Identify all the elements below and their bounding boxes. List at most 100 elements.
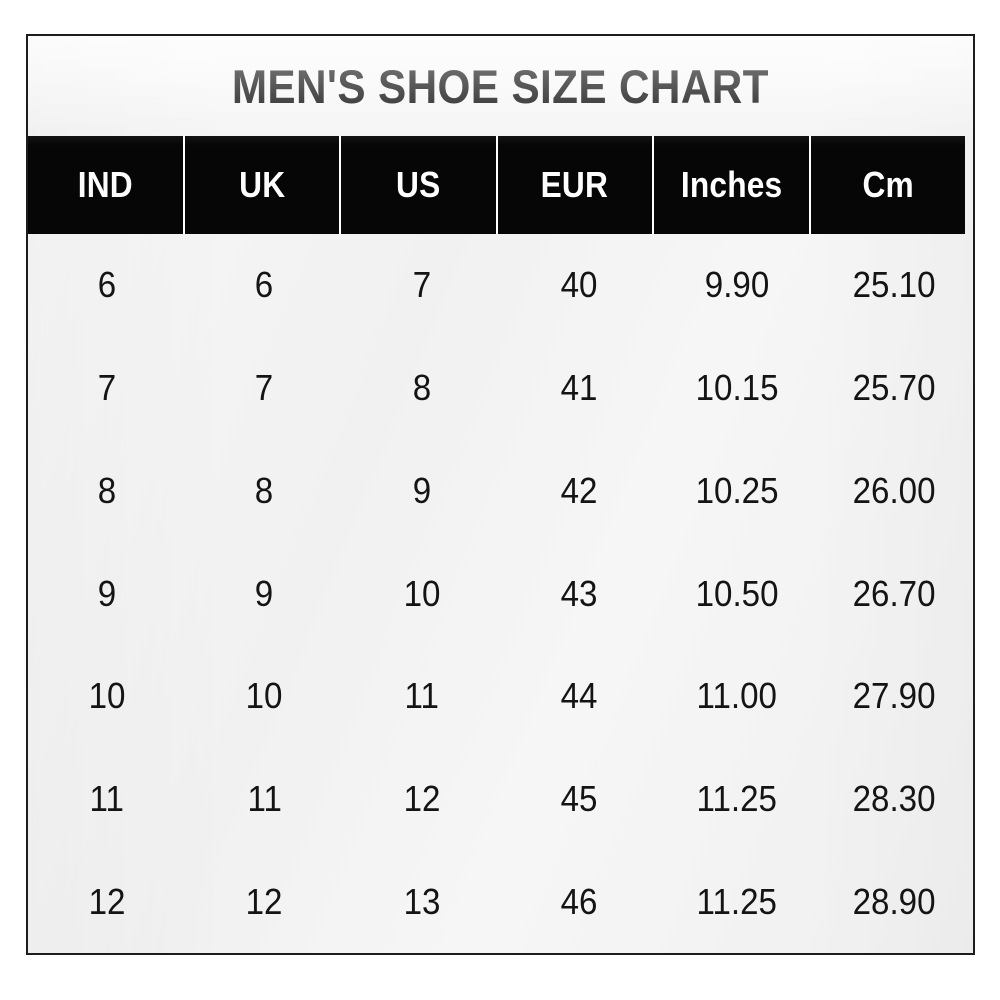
- cell-us: 7: [343, 267, 501, 303]
- cell-ind: 6: [28, 267, 186, 303]
- cell-value: 40: [560, 264, 598, 306]
- cell-value: 45: [560, 777, 598, 819]
- cell-cm: 27.90: [816, 678, 974, 714]
- table-row: 11 11 12 45 11.25 28.30: [28, 748, 973, 851]
- cell-uk: 11: [186, 777, 344, 819]
- cell-us: 9: [343, 469, 501, 511]
- cell-uk: 6: [186, 267, 344, 303]
- cell-value: 26.70: [852, 572, 936, 614]
- cell-value: 7: [97, 367, 116, 409]
- cell-value: 25.10: [852, 264, 936, 306]
- cell-ind: 10: [28, 678, 186, 714]
- cell-eur: 40: [501, 267, 659, 303]
- cell-cm: 26.00: [816, 469, 974, 511]
- cell-us: 8: [343, 370, 501, 406]
- cell-inches: 11.00: [658, 678, 816, 714]
- cell-value: 43: [560, 572, 598, 614]
- cell-value: 44: [560, 675, 598, 717]
- cell-value: 11.25: [696, 777, 777, 819]
- cell-eur: 41: [501, 370, 659, 406]
- cell-value: 9: [255, 572, 274, 614]
- cell-us: 11: [343, 678, 501, 714]
- column-header-eur: EUR: [497, 136, 654, 234]
- cell-us: 10: [343, 572, 501, 614]
- cell-value: 42: [560, 469, 598, 511]
- cell-ind: 9: [28, 575, 186, 612]
- cell-value: 7: [255, 367, 274, 409]
- column-header-us: US: [341, 136, 498, 234]
- column-header-label: UK: [238, 164, 285, 205]
- cell-ind: 8: [28, 472, 186, 509]
- table-body: 6 6 7 40 9.90 25.10 7 7 8 41 10.15 25.70…: [28, 234, 973, 953]
- column-header-label: US: [396, 164, 441, 205]
- cell-uk: 12: [186, 880, 344, 922]
- cell-value: 10.50: [695, 572, 779, 614]
- cell-value: 9.90: [704, 264, 769, 306]
- page-title: MEN'S SHOE SIZE CHART: [231, 59, 770, 113]
- cell-value: 9: [412, 469, 431, 511]
- cell-value: 6: [97, 264, 116, 306]
- cell-value: 26.00: [852, 469, 936, 511]
- cell-inches: 11.25: [658, 880, 816, 922]
- cell-ind: 7: [28, 370, 186, 406]
- cell-value: 28.30: [852, 777, 936, 819]
- column-header-ind: IND: [28, 136, 185, 234]
- cell-uk: 8: [186, 469, 344, 511]
- cell-eur: 44: [501, 678, 659, 714]
- table-row: 8 8 9 42 10.25 26.00: [28, 439, 973, 542]
- column-header-inches: Inches: [654, 136, 811, 234]
- cell-value: 25.70: [852, 367, 936, 409]
- cell-cm: 28.90: [816, 880, 974, 922]
- column-header-uk: UK: [184, 136, 341, 234]
- column-header-label: Cm: [862, 164, 914, 205]
- table-header-row: IND UK US EUR Inches Cm: [28, 136, 965, 234]
- cell-value: 46: [560, 880, 598, 922]
- cell-us: 13: [343, 880, 501, 922]
- cell-value: 8: [412, 367, 431, 409]
- cell-value: 11: [247, 777, 282, 819]
- cell-cm: 28.30: [816, 777, 974, 819]
- column-header-cm: Cm: [810, 136, 965, 234]
- column-header-label: EUR: [541, 164, 609, 205]
- cell-inches: 10.15: [658, 370, 816, 406]
- cell-eur: 42: [501, 469, 659, 511]
- column-header-label: IND: [77, 164, 133, 205]
- table-row: 10 10 11 44 11.00 27.90: [28, 645, 973, 748]
- column-header-label: Inches: [680, 164, 782, 205]
- cell-inches: 9.90: [658, 267, 816, 303]
- cell-value: 41: [560, 367, 598, 409]
- cell-cm: 25.10: [816, 267, 974, 303]
- cell-ind: 12: [28, 883, 186, 920]
- cell-value: 28.90: [852, 880, 936, 922]
- table-row: 6 6 7 40 9.90 25.10: [28, 234, 973, 337]
- cell-inches: 10.25: [658, 469, 816, 511]
- cell-uk: 10: [186, 678, 344, 714]
- table-row: 9 9 10 43 10.50 26.70: [28, 542, 973, 645]
- cell-cm: 25.70: [816, 370, 974, 406]
- cell-value: 11.25: [696, 880, 777, 922]
- cell-value: 11: [89, 777, 124, 819]
- table-row: 12 12 13 46 11.25 28.90: [28, 850, 973, 953]
- cell-cm: 26.70: [816, 572, 974, 614]
- cell-value: 10.15: [695, 367, 779, 409]
- cell-value: 12: [403, 777, 441, 819]
- cell-us: 12: [343, 777, 501, 819]
- cell-inches: 10.50: [658, 572, 816, 614]
- cell-inches: 11.25: [658, 777, 816, 819]
- cell-eur: 43: [501, 572, 659, 614]
- cell-eur: 46: [501, 880, 659, 922]
- size-chart-panel: MEN'S SHOE SIZE CHART IND UK US EUR Inch…: [26, 34, 975, 955]
- cell-value: 10: [88, 675, 126, 717]
- table-row: 7 7 8 41 10.15 25.70: [28, 337, 973, 440]
- cell-value: 7: [412, 264, 431, 306]
- cell-value: 12: [245, 880, 283, 922]
- cell-value: 11.00: [696, 675, 777, 717]
- cell-value: 10.25: [695, 469, 779, 511]
- cell-value: 13: [403, 880, 441, 922]
- cell-value: 6: [255, 264, 274, 306]
- cell-uk: 9: [186, 572, 344, 614]
- cell-value: 8: [255, 469, 274, 511]
- cell-value: 10: [403, 572, 441, 614]
- cell-value: 10: [245, 675, 283, 717]
- cell-value: 27.90: [852, 675, 936, 717]
